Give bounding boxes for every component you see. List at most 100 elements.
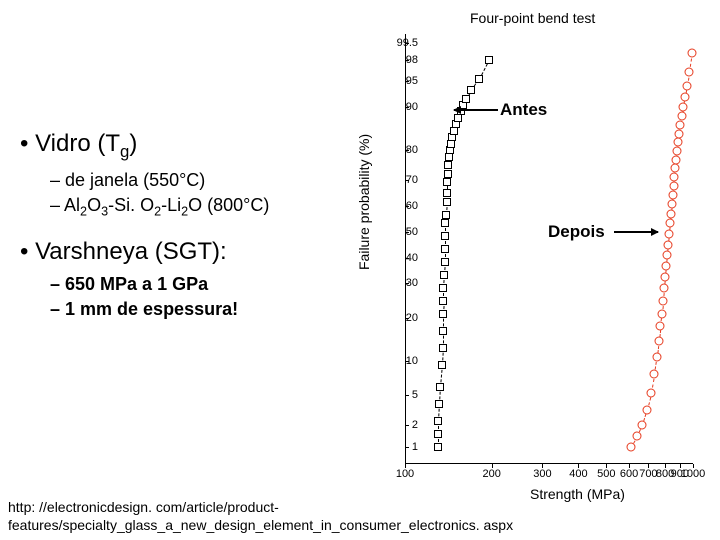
slide-text: • Vidro (Tg) – de janela (550°C) – Al2O3…: [20, 130, 350, 324]
y-tick-mark: [405, 81, 409, 82]
data-marker: [663, 251, 672, 260]
y-tick-mark: [405, 180, 409, 181]
chart: Four-point bend test Failure probability…: [350, 10, 710, 485]
source-url: http: //electronicdesign. com/article/pr…: [8, 499, 513, 534]
bullet-varshneya: • Varshneya (SGT):: [20, 238, 350, 266]
data-marker: [673, 146, 682, 155]
data-marker: [642, 406, 651, 415]
sub-al2o3: – Al2O3-Si. O2-Li2O (800°C): [50, 195, 350, 219]
y-tick-mark: [405, 60, 409, 61]
data-marker: [443, 198, 451, 206]
data-marker: [434, 443, 442, 451]
data-marker: [665, 229, 674, 238]
data-marker: [439, 310, 447, 318]
y-tick-mark: [405, 206, 409, 207]
data-marker: [650, 369, 659, 378]
x-tick-mark: [578, 464, 579, 468]
data-marker: [671, 164, 680, 173]
data-marker: [443, 189, 451, 197]
depois-arrow-icon: [614, 231, 658, 233]
y-tick-mark: [405, 395, 409, 396]
data-marker: [661, 272, 670, 281]
x-tick-mark: [492, 464, 493, 468]
vidro-text: Vidro (T: [35, 130, 120, 157]
data-marker: [435, 400, 443, 408]
x-tick-mark: [606, 464, 607, 468]
antes-arrow-icon: [454, 109, 498, 111]
x-tick: 700: [639, 468, 657, 480]
sub-mpa: – 650 MPa a 1 GPa: [50, 274, 350, 295]
data-marker: [660, 283, 669, 292]
depois-label: Depois: [548, 222, 605, 242]
data-marker: [442, 211, 450, 219]
data-marker: [647, 389, 656, 398]
y-tick-mark: [405, 107, 409, 108]
x-tick: 1000: [681, 468, 705, 480]
data-marker: [669, 181, 678, 190]
data-marker: [657, 309, 666, 318]
x-tick-mark: [542, 464, 543, 468]
data-marker: [665, 219, 674, 228]
data-marker: [475, 75, 483, 83]
x-tick-mark: [629, 464, 630, 468]
x-tick: 300: [533, 468, 551, 480]
data-marker: [439, 327, 447, 335]
data-marker: [668, 190, 677, 199]
y-tick-mark: [405, 361, 409, 362]
data-marker: [434, 430, 442, 438]
data-marker: [653, 352, 662, 361]
data-marker: [670, 172, 679, 181]
data-marker: [667, 200, 676, 209]
y-tick-mark: [405, 283, 409, 284]
data-marker: [672, 155, 681, 164]
data-marker: [679, 102, 688, 111]
data-marker: [434, 417, 442, 425]
x-tick: 200: [483, 468, 501, 480]
y-tick-mark: [405, 447, 409, 448]
data-marker: [659, 296, 668, 305]
data-marker: [439, 284, 447, 292]
y-tick-mark: [405, 232, 409, 233]
data-marker: [441, 232, 449, 240]
data-marker: [687, 49, 696, 58]
y-tick-mark: [405, 258, 409, 259]
data-marker: [654, 337, 663, 346]
data-marker: [666, 209, 675, 218]
y-tick-mark: [405, 150, 409, 151]
data-marker: [674, 138, 683, 147]
data-marker: [485, 56, 493, 64]
data-marker: [444, 161, 452, 169]
data-marker: [462, 95, 470, 103]
data-marker: [664, 240, 673, 249]
x-tick: 100: [396, 468, 414, 480]
bullet-vidro: • Vidro (Tg): [20, 130, 350, 162]
data-marker: [633, 432, 642, 441]
data-marker: [637, 421, 646, 430]
y-axis-label: Failure probability (%): [356, 134, 372, 270]
data-marker: [441, 245, 449, 253]
data-marker: [676, 121, 685, 130]
y-tick: 5: [412, 389, 418, 401]
y-tick-mark: [405, 318, 409, 319]
data-marker: [440, 271, 448, 279]
x-tick-mark: [665, 464, 666, 468]
data-marker: [627, 442, 636, 451]
x-tick: 500: [597, 468, 615, 480]
x-tick: 600: [620, 468, 638, 480]
data-marker: [436, 383, 444, 391]
sub-janela: – de janela (550°C): [50, 170, 350, 191]
data-marker: [682, 81, 691, 90]
data-marker: [467, 86, 475, 94]
x-tick: 400: [569, 468, 587, 480]
data-marker: [444, 170, 452, 178]
x-axis-label: Strength (MPa): [530, 486, 625, 502]
chart-title: Four-point bend test: [470, 10, 595, 26]
y-tick: 2: [412, 419, 418, 431]
x-tick-mark: [648, 464, 649, 468]
data-marker: [656, 322, 665, 331]
x-tick-mark: [405, 464, 406, 468]
data-marker: [441, 258, 449, 266]
x-tick-mark: [693, 464, 694, 468]
y-tick: 1: [412, 441, 418, 453]
data-marker: [684, 67, 693, 76]
